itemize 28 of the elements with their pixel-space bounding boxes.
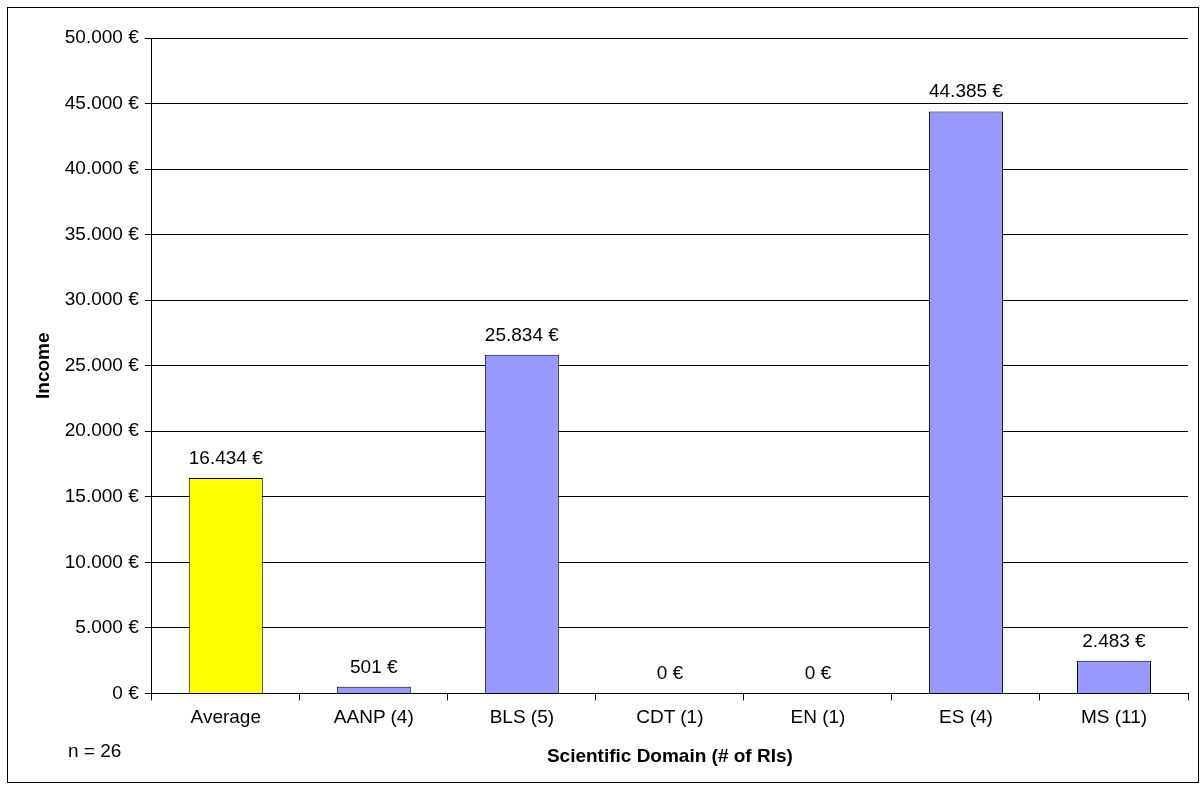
x-tick-label: CDT (1) [636,706,704,728]
data-label: 44.385 € [928,80,1004,102]
y-tick-label: 25.000 € [64,353,140,375]
x-tick-label: ES (4) [939,706,993,728]
y-tick-label: 0 € [112,681,140,703]
data-label: 2.483 € [1082,629,1147,651]
x-tick-label: AANP (4) [333,706,414,728]
y-tick-label: 15.000 € [64,485,140,507]
y-tick-label: 40.000 € [64,157,140,179]
data-label: 0 € [656,662,684,684]
data-label: 501 € [350,655,399,677]
x-axis-title: Scientific Domain (# of RIs) [546,744,793,766]
y-tick-label: 10.000 € [64,550,140,572]
x-tick-label: BLS (5) [489,706,555,728]
y-tick-label: 30.000 € [64,288,140,310]
y-tick-label: 50.000 € [64,26,140,48]
data-label: 16.434 € [188,446,264,468]
x-tick-label: MS (11) [1080,706,1148,728]
y-tick-label: 35.000 € [64,222,140,244]
x-tick-label: Average [190,706,261,728]
x-tick-label: EN (1) [790,706,846,728]
y-tick-label: 20.000 € [64,419,140,441]
data-label: 25.834 € [484,323,560,345]
y-tick-label: 5.000 € [75,616,140,638]
text: n = 26 [68,740,122,762]
y-tick-label: 45.000 € [64,91,140,113]
y-axis-title: Income [31,332,53,399]
data-label: 0 € [804,662,832,684]
